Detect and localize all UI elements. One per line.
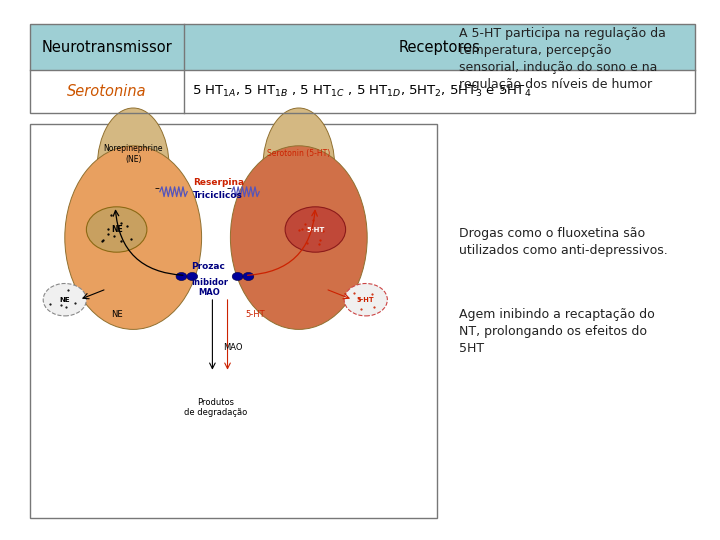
Circle shape: [86, 207, 147, 252]
Text: Agem inibindo a recaptação do
NT, prolongando os efeitos do
5HT: Agem inibindo a recaptação do NT, prolon…: [459, 308, 655, 355]
Text: –: –: [227, 183, 231, 193]
Text: Drogas como o fluoxetina são
utilizados como anti-depressivos.: Drogas como o fluoxetina são utilizados …: [459, 227, 668, 257]
Circle shape: [176, 272, 187, 281]
Text: NE: NE: [60, 296, 70, 303]
Ellipse shape: [65, 146, 202, 329]
Circle shape: [187, 272, 197, 281]
Ellipse shape: [97, 108, 169, 227]
Text: Serotonina: Serotonina: [67, 84, 147, 99]
Text: NE: NE: [111, 225, 122, 234]
Text: 5 HT$_{1A}$, 5 HT$_{1B}$ , 5 HT$_{1C}$ , 5 HT$_{1D}$, 5HT$_2$, 5HT$_3$ e 5HT$_4$: 5 HT$_{1A}$, 5 HT$_{1B}$ , 5 HT$_{1C}$ ,…: [192, 84, 532, 99]
Bar: [30, 24, 695, 70]
Text: –: –: [155, 183, 159, 193]
Text: Produtos
de degradação: Produtos de degradação: [184, 398, 248, 417]
Ellipse shape: [230, 146, 367, 329]
Bar: [30, 24, 695, 113]
Text: Neurotransmissor: Neurotransmissor: [42, 40, 172, 55]
Circle shape: [285, 207, 346, 252]
Ellipse shape: [263, 108, 335, 227]
Text: Triciclicos: Triciclicos: [193, 191, 243, 200]
Text: Serotonin (5-HT): Serotonin (5-HT): [267, 150, 330, 158]
Text: 5-HT: 5-HT: [357, 296, 374, 303]
Text: Prozac: Prozac: [191, 262, 225, 271]
Text: Receptores: Receptores: [398, 40, 480, 55]
Circle shape: [232, 272, 243, 281]
Circle shape: [243, 272, 253, 281]
Text: 5-HT: 5-HT: [246, 310, 265, 319]
Text: Norepinephrine
(NE): Norepinephrine (NE): [104, 144, 163, 164]
Text: Reserpina: Reserpina: [193, 178, 244, 187]
Bar: [30, 70, 695, 113]
Circle shape: [43, 284, 86, 316]
Circle shape: [344, 284, 387, 316]
Text: Inibidor
MAO: Inibidor MAO: [191, 278, 228, 297]
Text: MAO: MAO: [223, 343, 243, 352]
Text: A 5-HT participa na regulação da
temperatura, percepção
sensorial, indução do so: A 5-HT participa na regulação da tempera…: [459, 27, 666, 91]
Bar: [30, 124, 437, 518]
Text: 5-HT: 5-HT: [306, 226, 325, 233]
Text: NE: NE: [112, 310, 123, 319]
